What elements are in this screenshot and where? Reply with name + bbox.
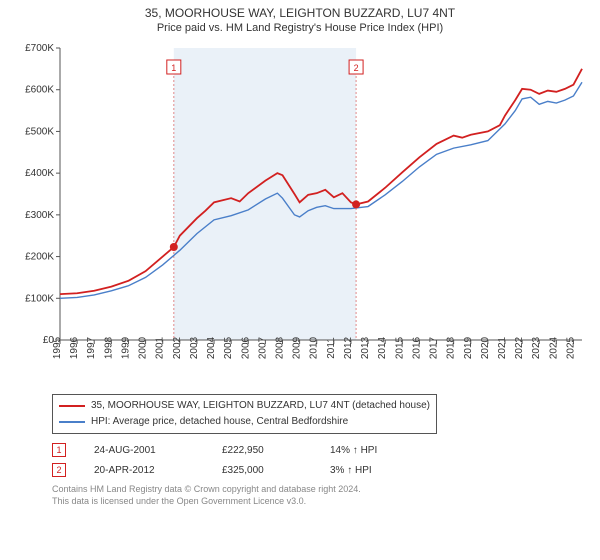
chart-svg: £0£100K£200K£300K£400K£500K£600K£700K199… — [12, 40, 588, 390]
svg-text:1: 1 — [171, 63, 176, 73]
footer-line: Contains HM Land Registry data © Crown c… — [52, 484, 588, 496]
legend-swatch — [59, 405, 85, 407]
sale-date: 20-APR-2012 — [94, 465, 194, 476]
legend-label: 35, MOORHOUSE WAY, LEIGHTON BUZZARD, LU7… — [91, 398, 430, 414]
sale-price: £222,950 — [222, 445, 302, 456]
chart-area: £0£100K£200K£300K£400K£500K£600K£700K199… — [12, 40, 588, 390]
footer-line: This data is licensed under the Open Gov… — [52, 496, 588, 508]
footer: Contains HM Land Registry data © Crown c… — [52, 484, 588, 507]
legend-swatch — [59, 421, 85, 423]
sale-delta: 14% ↑ HPI — [330, 445, 377, 456]
sale-delta: 3% ↑ HPI — [330, 465, 372, 476]
svg-text:2: 2 — [354, 63, 359, 73]
svg-text:£600K: £600K — [25, 85, 54, 96]
sale-number-box: 1 — [52, 443, 66, 457]
chart-container: 35, MOORHOUSE WAY, LEIGHTON BUZZARD, LU7… — [0, 0, 600, 560]
sale-number: 2 — [56, 465, 61, 475]
svg-text:£500K: £500K — [25, 126, 54, 137]
table-row: 2 20-APR-2012 £325,000 3% ↑ HPI — [52, 460, 588, 480]
svg-text:£400K: £400K — [25, 168, 54, 179]
sales-table: 1 24-AUG-2001 £222,950 14% ↑ HPI 2 20-AP… — [52, 440, 588, 480]
legend-row: HPI: Average price, detached house, Cent… — [59, 414, 430, 430]
title-address: 35, MOORHOUSE WAY, LEIGHTON BUZZARD, LU7… — [12, 6, 588, 20]
sale-number-box: 2 — [52, 463, 66, 477]
legend: 35, MOORHOUSE WAY, LEIGHTON BUZZARD, LU7… — [52, 394, 437, 434]
table-row: 1 24-AUG-2001 £222,950 14% ↑ HPI — [52, 440, 588, 460]
legend-label: HPI: Average price, detached house, Cent… — [91, 414, 348, 430]
sale-date: 24-AUG-2001 — [94, 445, 194, 456]
sale-number: 1 — [56, 445, 61, 455]
svg-text:£300K: £300K — [25, 210, 54, 221]
legend-row: 35, MOORHOUSE WAY, LEIGHTON BUZZARD, LU7… — [59, 398, 430, 414]
svg-text:£200K: £200K — [25, 252, 54, 263]
title-subtitle: Price paid vs. HM Land Registry's House … — [12, 22, 588, 34]
sale-price: £325,000 — [222, 465, 302, 476]
svg-text:£700K: £700K — [25, 43, 54, 54]
title-block: 35, MOORHOUSE WAY, LEIGHTON BUZZARD, LU7… — [12, 6, 588, 40]
svg-text:£100K: £100K — [25, 293, 54, 304]
